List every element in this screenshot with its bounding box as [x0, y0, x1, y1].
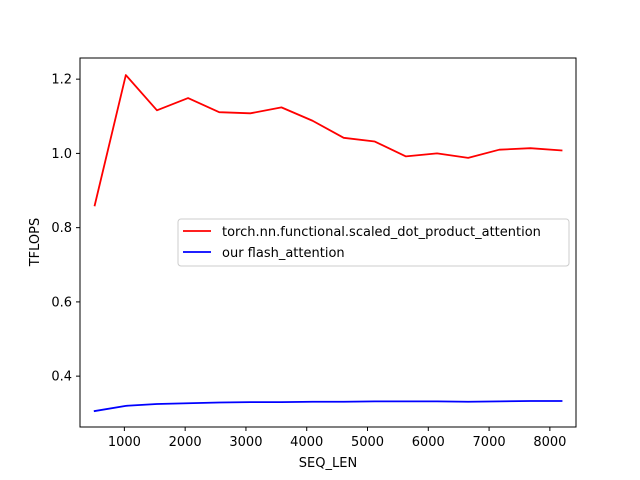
x-tick-label: 7000	[473, 435, 506, 450]
legend-label-flash: our flash_attention	[222, 246, 345, 261]
y-tick-label: 0.4	[51, 370, 72, 385]
legend-label-sdpa: torch.nn.functional.scaled_dot_product_a…	[222, 225, 541, 240]
legend-box	[177, 218, 570, 267]
series-line-flash	[93, 400, 563, 413]
x-tick-label: 3000	[229, 435, 262, 450]
x-axis: 1000 2000 3000 4000 5000 6000 7000 8000	[108, 427, 566, 450]
x-tick-label: 1000	[108, 435, 141, 450]
x-axis-label: SEQ_LEN	[299, 456, 357, 471]
series-group	[93, 74, 563, 413]
legend: torch.nn.functional.scaled_dot_product_a…	[177, 218, 570, 267]
y-tick-label: 0.8	[51, 221, 72, 236]
y-axis-label: TFLOPS	[28, 218, 43, 268]
y-tick-label: 1.2	[51, 73, 72, 88]
x-tick-label: 2000	[169, 435, 202, 450]
y-tick-label: 0.6	[51, 295, 72, 310]
x-tick-label: 8000	[533, 435, 566, 450]
y-tick-label: 1.0	[51, 147, 72, 162]
series-line-sdpa	[93, 74, 563, 207]
x-tick-label: 5000	[351, 435, 384, 450]
x-tick-label: 4000	[290, 435, 323, 450]
y-axis: 0.4 0.6 0.8 1.0 1.2	[51, 73, 80, 385]
plot-frame	[79, 57, 577, 428]
x-tick-label: 6000	[412, 435, 445, 450]
